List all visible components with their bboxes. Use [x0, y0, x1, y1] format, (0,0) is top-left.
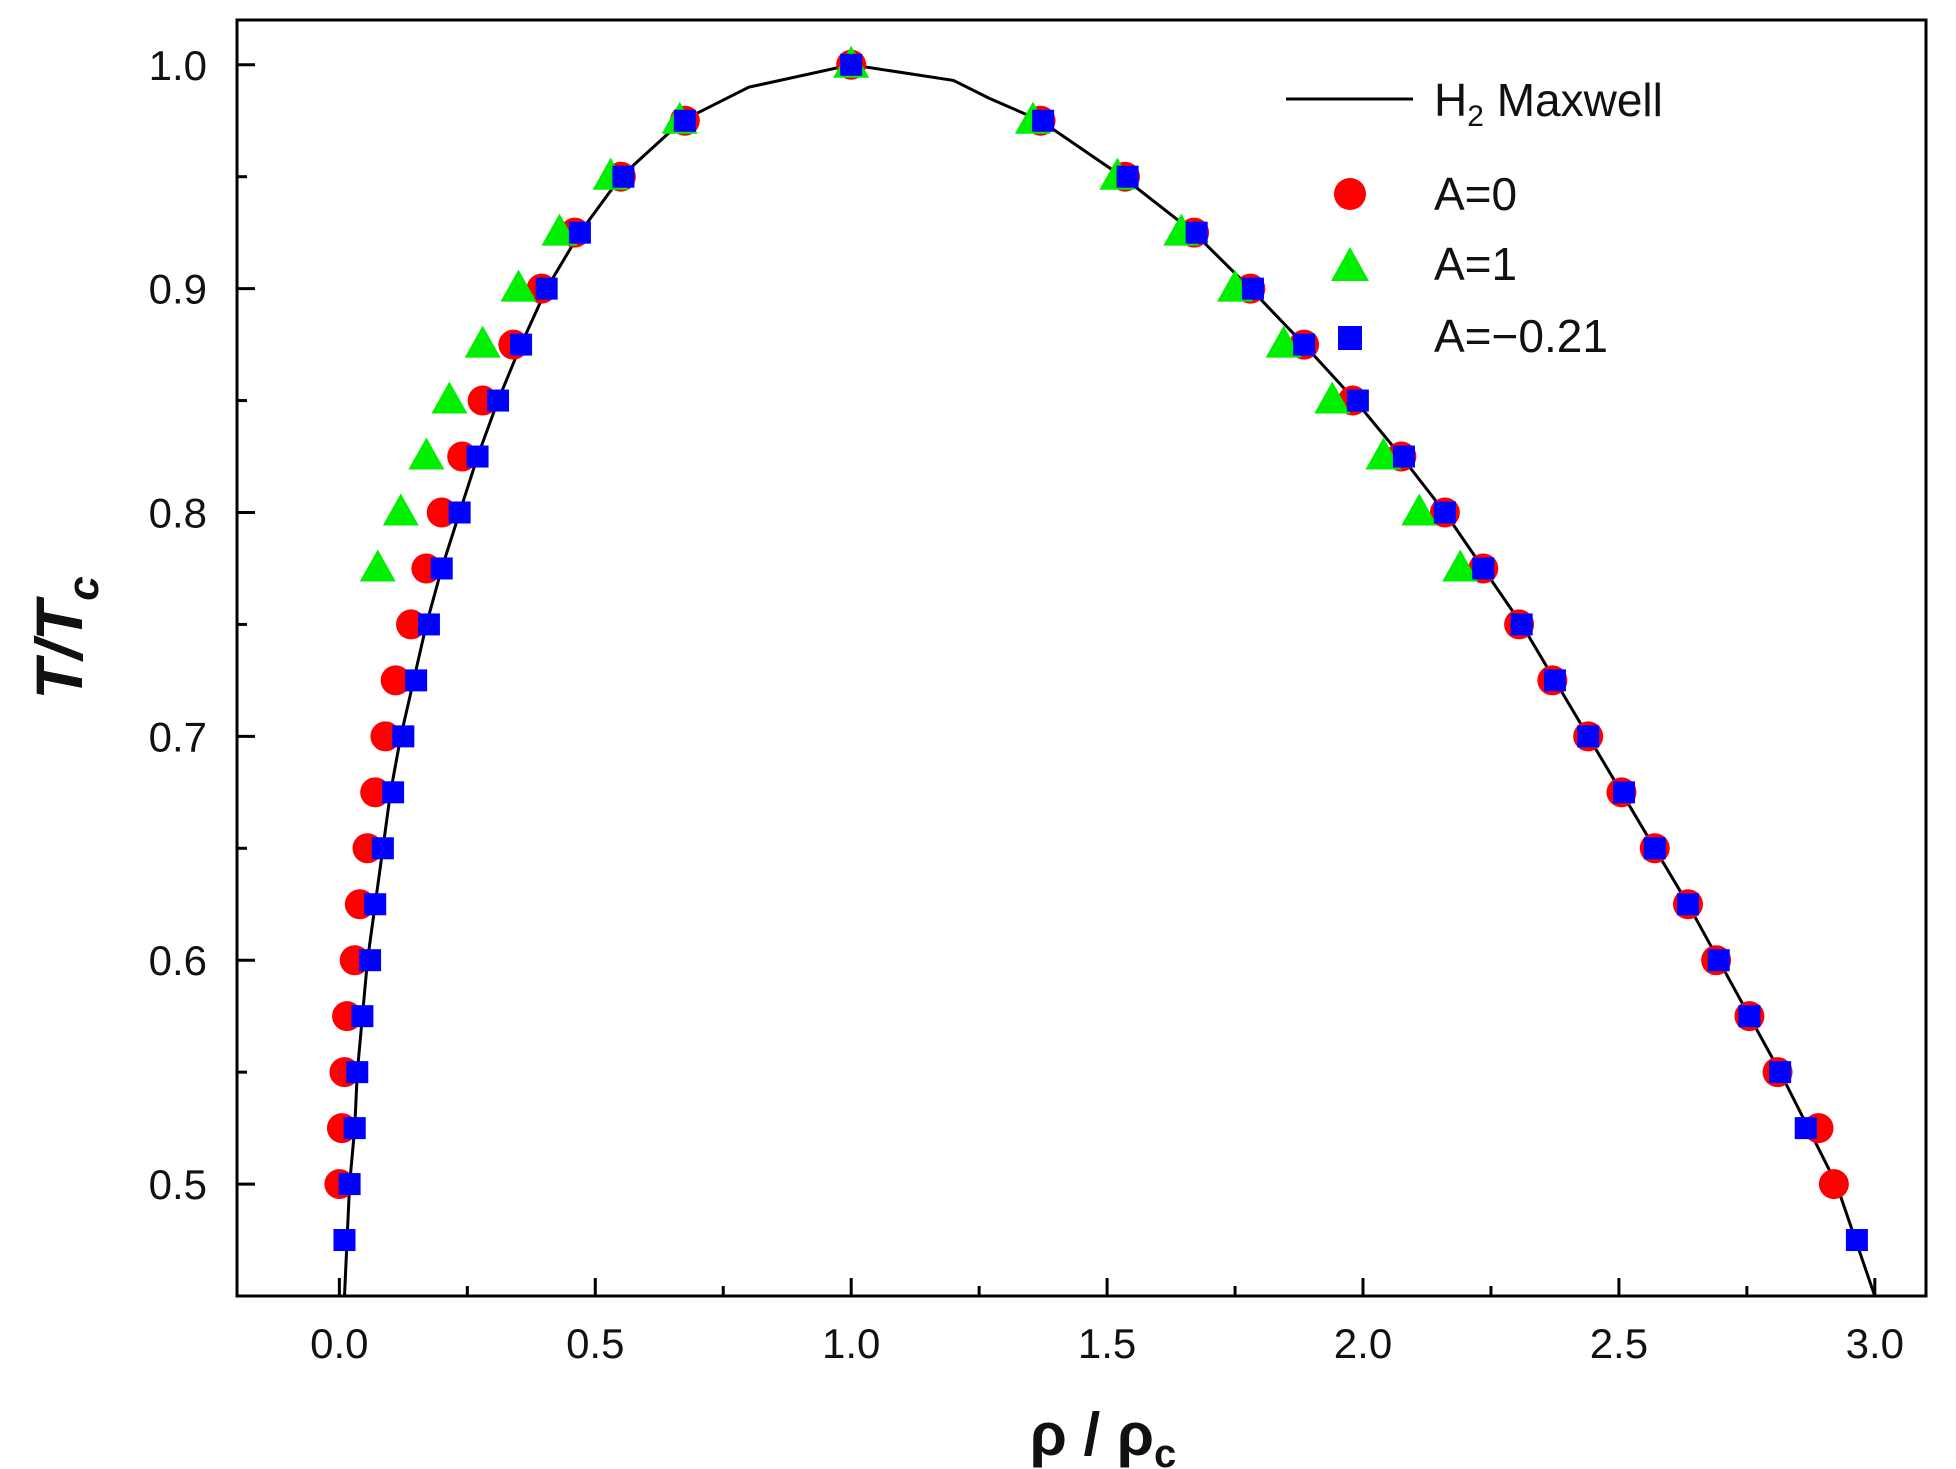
point-a-neg-18 — [568, 221, 591, 244]
point-a1-3 — [431, 381, 468, 414]
point-a-neg-5 — [359, 949, 382, 972]
point-a-neg-11 — [417, 613, 440, 636]
point-a-neg-21 — [840, 53, 863, 76]
point-a1-15 — [1314, 381, 1351, 414]
point-a-neg-0 — [333, 1229, 356, 1252]
point-a-neg-4 — [351, 1005, 374, 1028]
point-a-neg-13 — [448, 501, 471, 524]
point-a0-9 — [380, 665, 411, 696]
legend-square-swatch — [1338, 326, 1362, 350]
y-axis-title-main: T/T — [22, 596, 96, 700]
y-axis-title-sub: c — [59, 576, 108, 600]
legend-label-a1: A=1 — [1434, 238, 1517, 290]
y-tick-label-0: 0.5 — [149, 1161, 207, 1208]
point-a-neg-17 — [535, 277, 558, 300]
point-a-neg-25 — [1241, 277, 1264, 300]
point-a-neg-32 — [1543, 669, 1566, 692]
x-axis-title-sub: c — [1154, 1432, 1176, 1469]
legend-circle-swatch — [1334, 178, 1366, 210]
plot-frame — [235, 18, 1928, 1298]
x-tick-label-4: 2.0 — [1334, 1320, 1392, 1367]
x-axis-title-main: ρ / ρ — [1030, 1401, 1154, 1468]
point-a-neg-37 — [1707, 949, 1730, 972]
point-a-neg-19 — [612, 165, 635, 188]
point-a-neg-16 — [510, 333, 533, 356]
point-a-neg-40 — [1794, 1117, 1817, 1140]
point-a1-17 — [1401, 493, 1438, 526]
legend-label-maxwell-sub: 2 — [1467, 100, 1484, 133]
x-axis-title: ρ / ρc — [1030, 1401, 1177, 1469]
point-a-neg-3 — [346, 1061, 369, 1084]
point-a1-6 — [541, 213, 578, 246]
legend-label-maxwell-rest: Maxwell — [1484, 74, 1663, 126]
y-tick-label-2: 0.7 — [149, 713, 207, 760]
point-a-neg-27 — [1346, 389, 1369, 412]
legend: H2 Maxwell A=0 A=1 A=−0.21 — [1286, 74, 1663, 362]
axes — [235, 18, 1928, 1298]
point-a-neg-26 — [1293, 333, 1316, 356]
point-a-neg-31 — [1510, 613, 1533, 636]
point-a1-0 — [359, 549, 396, 582]
legend-triangle-swatch — [1331, 247, 1369, 281]
y-tick-label-3: 0.8 — [149, 489, 207, 536]
point-a0-40 — [1818, 1169, 1849, 1200]
point-a1-18 — [1442, 549, 1479, 582]
point-a-neg-30 — [1472, 557, 1495, 580]
point-a-neg-34 — [1613, 781, 1636, 804]
point-a-neg-7 — [371, 837, 394, 860]
point-a-neg-33 — [1577, 725, 1600, 748]
x-tick-label-3: 1.5 — [1078, 1320, 1136, 1367]
point-a-neg-9 — [392, 725, 415, 748]
point-a-neg-29 — [1433, 501, 1456, 524]
legend-label-a-neg: A=−0.21 — [1434, 310, 1608, 362]
y-axis-title: T/Tc — [22, 576, 108, 699]
legend-label-maxwell-main: H — [1434, 74, 1467, 126]
point-a-neg-24 — [1185, 221, 1208, 244]
point-a-neg-12 — [430, 557, 453, 580]
point-a-neg-1 — [338, 1173, 361, 1196]
y-tick-label-4: 0.9 — [149, 266, 207, 313]
point-a-neg-10 — [405, 669, 428, 692]
point-a1-14 — [1265, 325, 1302, 358]
legend-label-maxwell: H2 Maxwell — [1434, 74, 1663, 133]
ticks: 0.0 0.5 1.0 1.5 2.0 2.5 3.0 0.5 0.6 0.7 0.8 0.9 1.0 — [149, 42, 1904, 1367]
point-a-neg-41 — [1845, 1229, 1868, 1252]
y-tick-label-1: 0.6 — [149, 937, 207, 984]
point-a-neg-39 — [1769, 1061, 1792, 1084]
point-a-neg-6 — [364, 893, 387, 916]
point-a1-1 — [382, 493, 419, 526]
point-a-neg-14 — [466, 445, 489, 468]
point-a-neg-8 — [382, 781, 405, 804]
legend-label-a0: A=0 — [1434, 168, 1517, 220]
point-a-neg-22 — [1032, 109, 1055, 132]
point-a1-2 — [408, 437, 445, 470]
x-tick-label-6: 3.0 — [1846, 1320, 1904, 1367]
point-a-neg-36 — [1677, 893, 1700, 916]
point-a-neg-35 — [1643, 837, 1666, 860]
point-a1-4 — [464, 325, 501, 358]
point-a1-5 — [500, 269, 537, 302]
point-a-neg-23 — [1116, 165, 1139, 188]
point-a-neg-2 — [343, 1117, 366, 1140]
x-tick-label-2: 1.0 — [822, 1320, 880, 1367]
point-a-neg-28 — [1392, 445, 1415, 468]
x-tick-label-1: 0.5 — [566, 1320, 624, 1367]
y-tick-label-5: 1.0 — [149, 42, 207, 89]
x-tick-label-0: 0.0 — [310, 1320, 368, 1367]
maxwell-curve — [343, 63, 1877, 1297]
x-tick-label-5: 2.5 — [1590, 1320, 1648, 1367]
point-a-neg-20 — [673, 109, 696, 132]
point-a-neg-15 — [487, 389, 510, 412]
point-a-neg-38 — [1738, 1005, 1761, 1028]
plot-marks — [324, 45, 1877, 1297]
point-a1-16 — [1365, 437, 1402, 470]
